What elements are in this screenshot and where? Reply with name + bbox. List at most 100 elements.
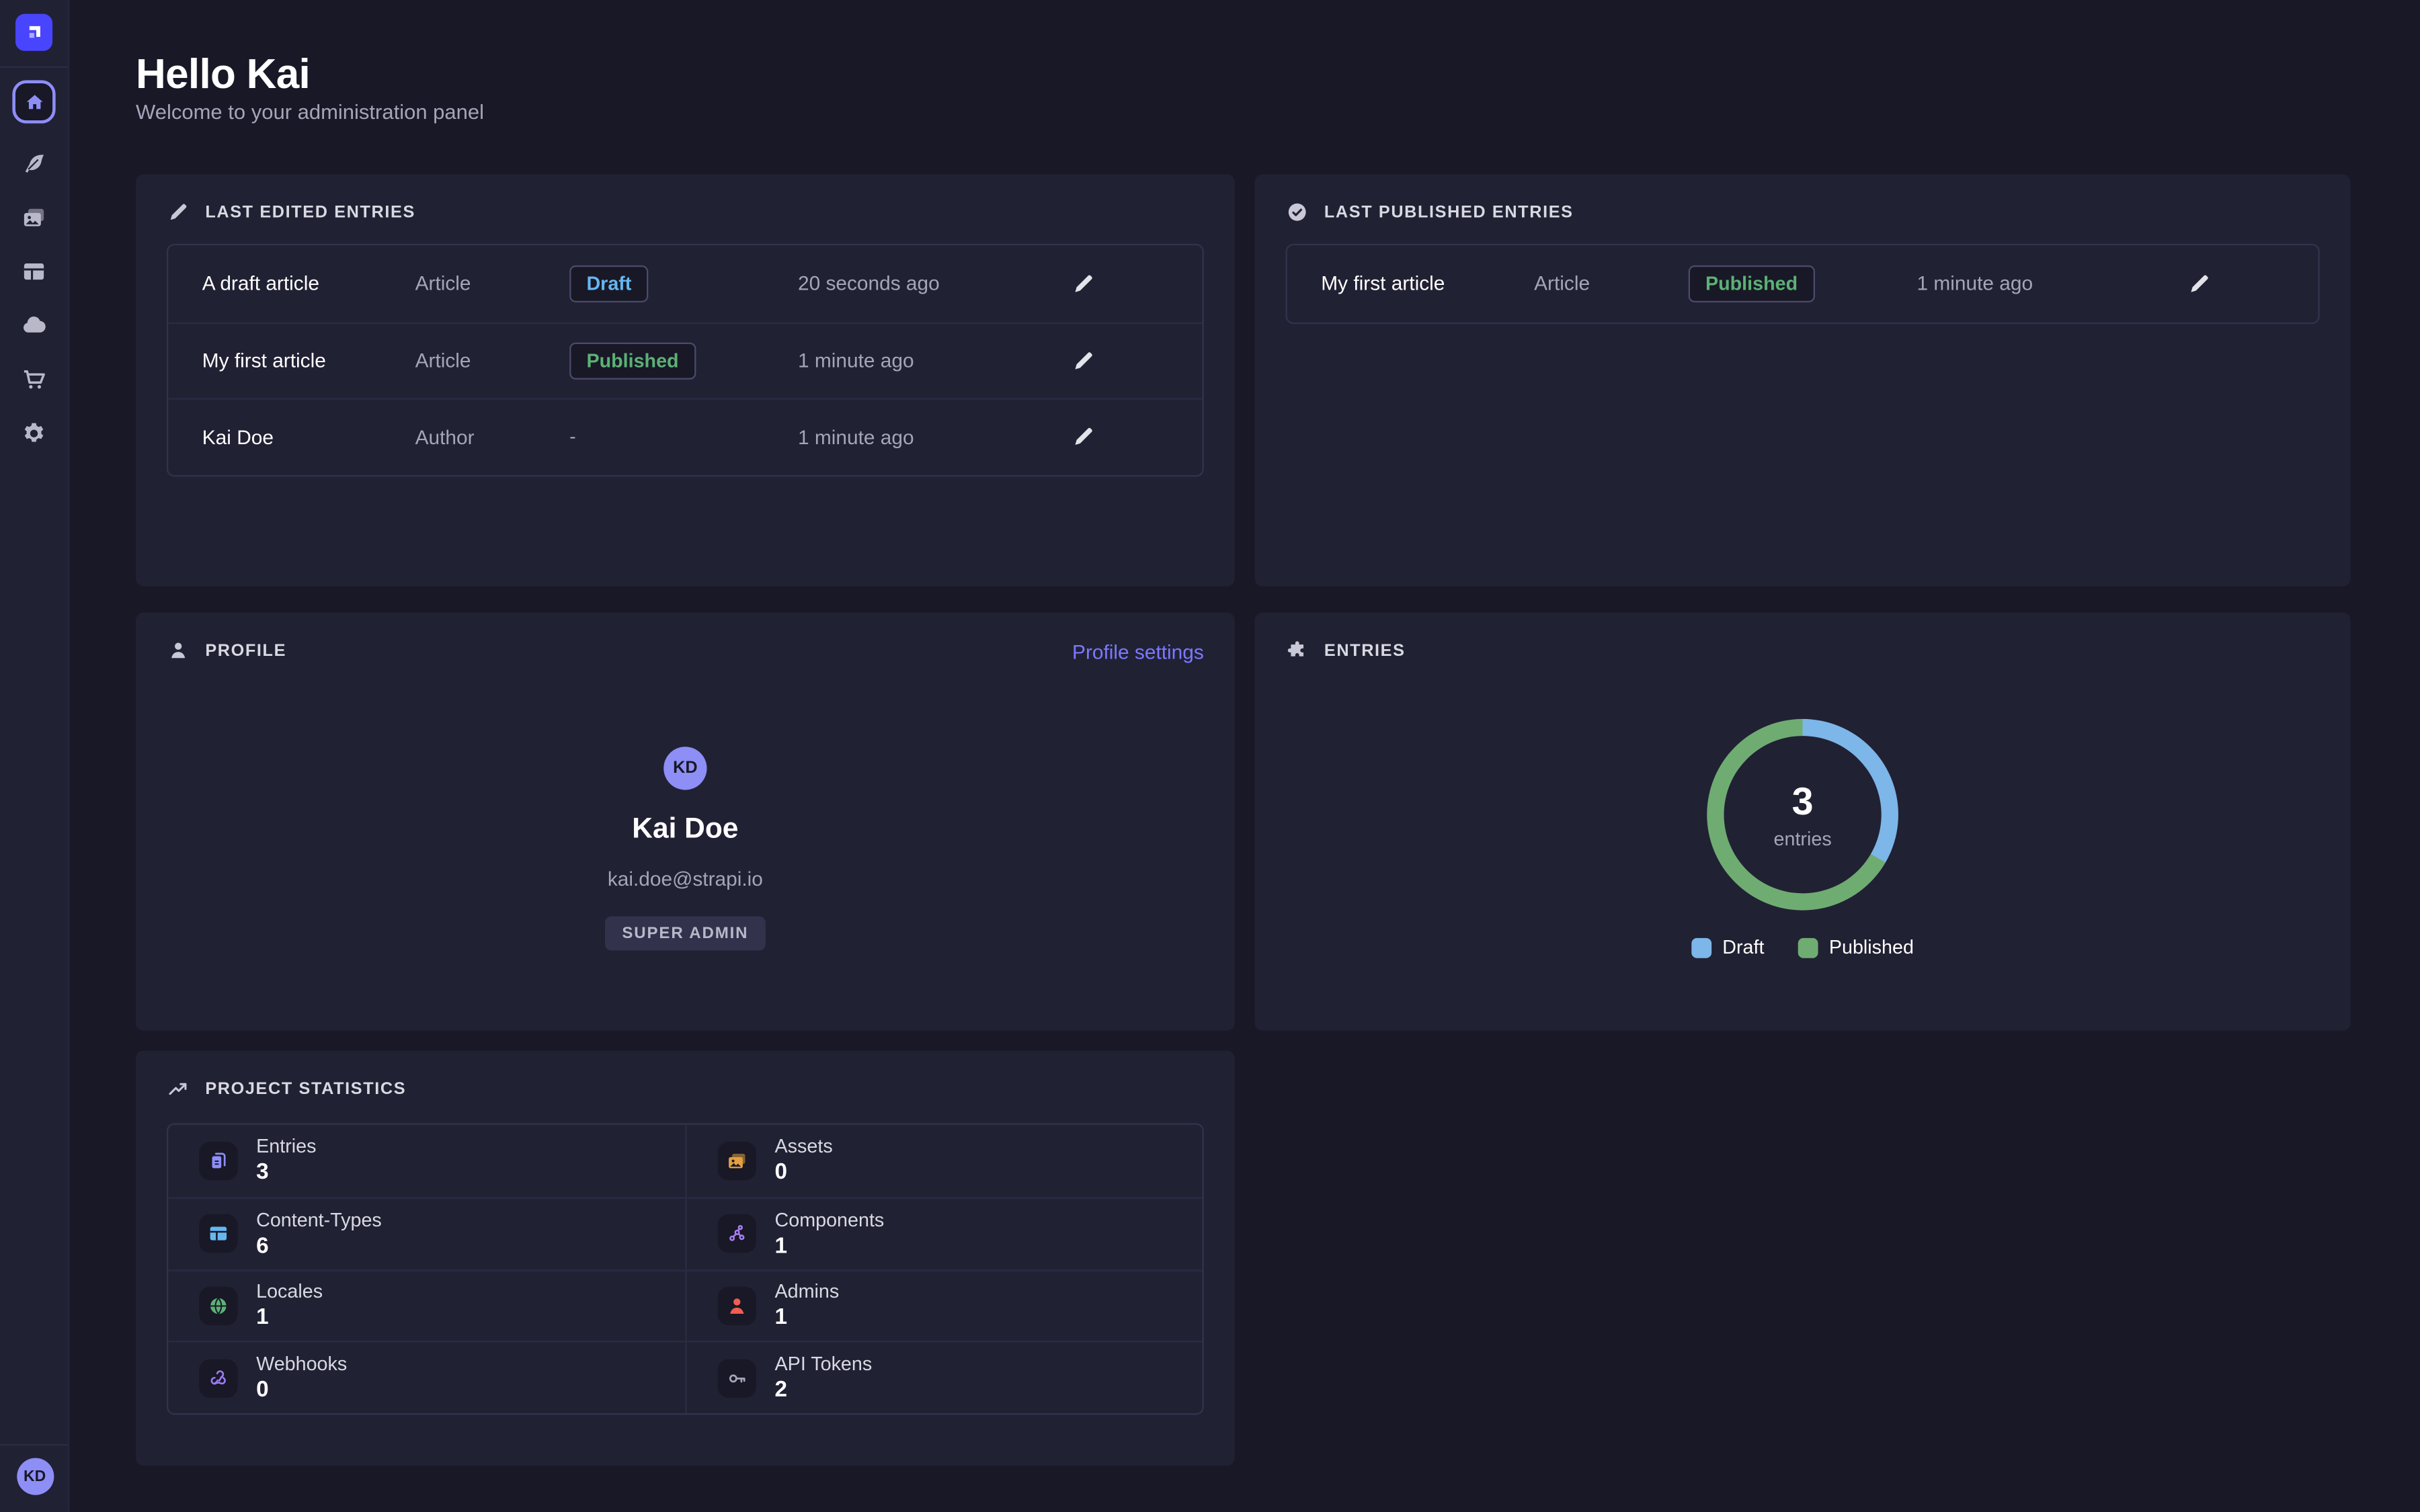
stat-assets: Assets 0: [685, 1125, 1202, 1197]
stat-label: Content-Types: [256, 1209, 382, 1230]
status-badge: -: [569, 420, 576, 454]
stat-label: Entries: [256, 1136, 316, 1158]
user-avatar-button[interactable]: KD: [16, 1458, 53, 1495]
profile-email: kai.doe@strapi.io: [608, 867, 763, 890]
legend-label: Draft: [1722, 937, 1764, 958]
sidebar-item-deploy[interactable]: [20, 312, 48, 339]
stat-label: Webhooks: [256, 1353, 347, 1375]
webhook-icon: [199, 1359, 237, 1397]
sidebar: KD: [0, 0, 69, 1512]
panel-header: PROFILE: [167, 639, 286, 662]
table-row[interactable]: A draft article Article Draft 20 seconds…: [168, 245, 1202, 322]
panel-title: LAST EDITED ENTRIES: [205, 203, 415, 222]
donut-center-value: 3: [1792, 780, 1814, 825]
table-row[interactable]: My first article Article Published 1 min…: [168, 322, 1202, 398]
entry-time: 1 minute ago: [798, 425, 998, 448]
entries-table: A draft article Article Draft 20 seconds…: [167, 244, 1204, 476]
entry-time: 20 seconds ago: [798, 272, 998, 295]
gear-icon: [20, 419, 48, 447]
stat-label: Assets: [775, 1136, 833, 1158]
edit-entry-button[interactable]: [1071, 425, 1096, 450]
cloud-icon: [20, 312, 48, 339]
stat-value: 6: [256, 1234, 382, 1259]
status-badge: Published: [569, 342, 696, 379]
stats-grid: Entries 3 Assets 0 Content-Types: [167, 1123, 1204, 1415]
panel-title: PROJECT STATISTICS: [205, 1079, 406, 1098]
chart-legend: Draft Published: [1255, 937, 2351, 958]
stat-label: Components: [775, 1209, 885, 1230]
entry-name: Kai Doe: [202, 425, 415, 448]
entries-table: My first article Article Published 1 min…: [1285, 244, 2319, 323]
sidebar-item-media-library[interactable]: [20, 204, 48, 231]
stat-label: API Tokens: [775, 1353, 873, 1375]
stat-webhooks: Webhooks 0: [168, 1341, 685, 1413]
panel-title: ENTRIES: [1324, 641, 1406, 660]
pencil-icon: [167, 200, 190, 223]
project-statistics-panel: PROJECT STATISTICS Entries 3 Assets 0: [136, 1051, 1235, 1466]
table-row[interactable]: My first article Article Published 1 min…: [1287, 245, 2318, 322]
sidebar-item-content-manager[interactable]: [20, 150, 48, 177]
table-row[interactable]: Kai Doe Author - 1 minute ago: [168, 398, 1202, 474]
globe-icon: [199, 1286, 237, 1325]
puzzle-icon: [1285, 639, 1308, 662]
cart-icon: [20, 366, 48, 393]
stat-admins: Admins 1: [685, 1269, 1202, 1341]
legend-label: Published: [1829, 937, 1914, 958]
entry-name: My first article: [1321, 272, 1534, 295]
sidebar-item-content-type-builder[interactable]: [20, 257, 48, 285]
stat-label: Locales: [256, 1281, 323, 1302]
feather-icon: [20, 150, 48, 177]
panel-header: LAST PUBLISHED ENTRIES: [1285, 200, 1573, 223]
strapi-logo-icon: [23, 22, 44, 43]
panel-header: LAST EDITED ENTRIES: [167, 200, 415, 223]
stat-content-types: Content-Types 6: [168, 1197, 685, 1269]
stat-value: 0: [256, 1378, 347, 1403]
legend-item-draft: Draft: [1691, 937, 1764, 958]
stat-value: 1: [256, 1306, 323, 1331]
edit-entry-button[interactable]: [1071, 348, 1096, 373]
stat-value: 1: [775, 1306, 840, 1331]
edit-entry-button[interactable]: [2187, 271, 2212, 296]
entry-time: 1 minute ago: [798, 349, 998, 372]
stat-locales: Locales 1: [168, 1269, 685, 1341]
last-edited-entries-panel: LAST EDITED ENTRIES A draft article Arti…: [136, 174, 1235, 586]
entry-kind: Article: [1534, 272, 1689, 295]
sidebar-item-home[interactable]: [12, 80, 55, 123]
sidebar-item-settings[interactable]: [20, 419, 48, 447]
panel-header: ENTRIES: [1285, 639, 1405, 662]
entry-name: My first article: [202, 349, 415, 372]
entry-name: A draft article: [202, 272, 415, 295]
legend-item-published: Published: [1798, 937, 1914, 958]
page-subtitle: Welcome to your administration panel: [136, 100, 484, 123]
person-icon: [718, 1286, 756, 1325]
edit-entry-button[interactable]: [1071, 271, 1096, 296]
panel-header: PROJECT STATISTICS: [167, 1077, 406, 1100]
status-badge: Published: [1689, 265, 1815, 302]
photos-icon: [718, 1142, 756, 1180]
stat-components: Components 1: [685, 1197, 1202, 1269]
entry-kind: Author: [415, 425, 570, 448]
molecule-icon: [718, 1214, 756, 1253]
legend-swatch-draft: [1691, 937, 1711, 958]
last-published-entries-panel: LAST PUBLISHED ENTRIES My first article …: [1255, 174, 2351, 586]
entries-donut-chart: 3 entries: [1707, 719, 1898, 911]
panel-title: LAST PUBLISHED ENTRIES: [1324, 203, 1574, 222]
strapi-logo[interactable]: [15, 14, 52, 51]
layout-icon: [20, 257, 48, 285]
status-badge: Draft: [569, 265, 648, 302]
panel-title: PROFILE: [205, 641, 286, 660]
images-icon: [20, 204, 48, 231]
profile-settings-link[interactable]: Profile settings: [1072, 640, 1204, 663]
stat-value: 1: [775, 1234, 885, 1259]
strapi-admin-dashboard: KD Hello Kai Welcome to your administrat…: [0, 0, 2420, 1512]
role-badge: SUPER ADMIN: [605, 917, 766, 951]
legend-swatch-published: [1798, 937, 1818, 958]
entry-time: 1 minute ago: [1917, 272, 2115, 295]
profile-name: Kai Doe: [632, 812, 738, 846]
page-title: Hello Kai: [136, 51, 310, 99]
sidebar-divider: [0, 67, 68, 68]
home-icon: [22, 90, 45, 113]
sidebar-item-marketplace[interactable]: [20, 366, 48, 393]
layout-icon: [199, 1214, 237, 1253]
entry-kind: Article: [415, 272, 570, 295]
